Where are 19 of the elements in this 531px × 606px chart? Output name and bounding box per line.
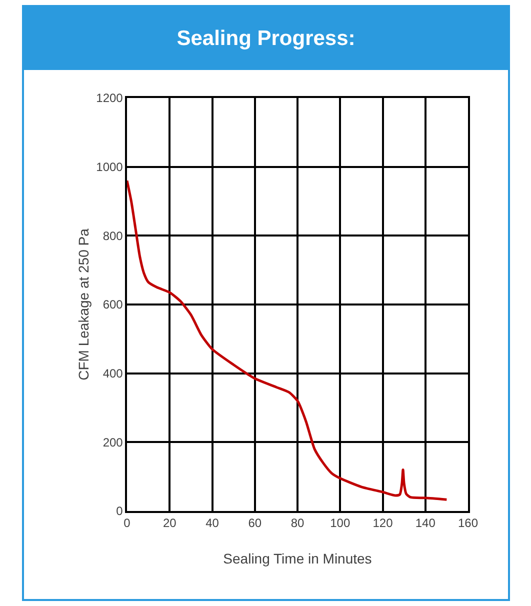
y-tick-label: 800 xyxy=(102,228,124,243)
y-tick-label: 400 xyxy=(102,366,124,381)
x-tick-label: 160 xyxy=(458,516,478,530)
x-tick-label: 80 xyxy=(290,516,304,530)
x-tick-label: 60 xyxy=(248,516,262,530)
x-tick-label: 100 xyxy=(330,516,350,530)
y-axis-title: CFM Leakage at 250 Pa xyxy=(76,228,92,380)
x-axis-title: Sealing Time in Minutes xyxy=(223,550,372,566)
y-tick-label: 600 xyxy=(102,298,124,312)
y-tick-label: 1200 xyxy=(96,91,124,106)
x-tick-label: 20 xyxy=(162,516,177,530)
y-tick-label: 0 xyxy=(116,504,124,518)
x-tick-label: 120 xyxy=(372,516,394,530)
line-series xyxy=(127,179,448,501)
x-tick-label: 40 xyxy=(206,516,220,530)
chart-title: Sealing Progress: xyxy=(24,7,508,70)
y-tick-label: 1000 xyxy=(96,160,124,174)
y-tick-label: 200 xyxy=(102,435,124,450)
x-tick-label: 140 xyxy=(415,516,436,530)
